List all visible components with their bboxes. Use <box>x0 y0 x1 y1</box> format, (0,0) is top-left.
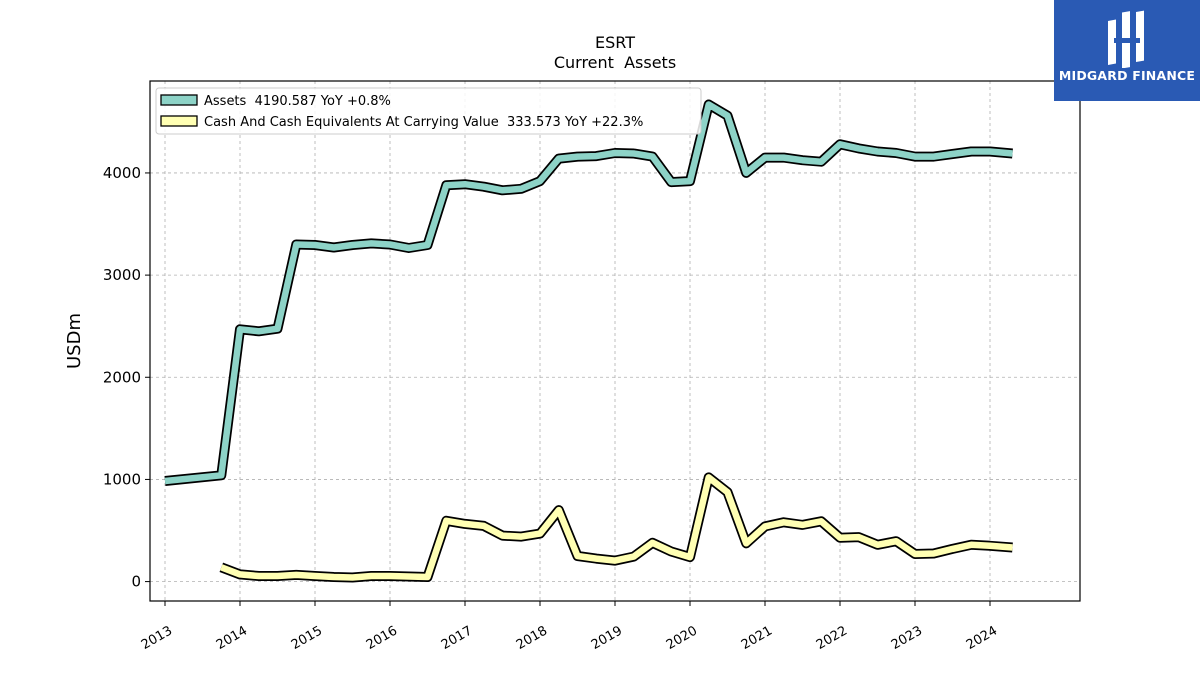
legend-swatch-assets <box>160 94 198 106</box>
legend-box <box>155 87 702 135</box>
y-tick-label: 2000 <box>103 368 141 386</box>
midgard-finance-logo: MIDGARD FINANCE <box>1054 0 1200 101</box>
legend-label-cash: Cash And Cash Equivalents At Carrying Va… <box>204 115 643 130</box>
chart-title: ESRT <box>595 33 635 52</box>
x-tick-label: 2021 <box>739 623 775 653</box>
x-tick-label: 2013 <box>139 623 175 653</box>
y-tick-label: 1000 <box>103 470 141 488</box>
x-tick-label: 2023 <box>889 623 925 653</box>
x-tick-label: 2019 <box>589 623 625 653</box>
legend-label-assets: Assets 4190.587 YoY +0.8% <box>204 94 391 109</box>
x-tick-label: 2014 <box>214 623 250 653</box>
x-tick-label: 2022 <box>814 623 850 653</box>
legend-swatch-cash <box>160 115 198 127</box>
legend: Assets 4190.587 YoY +0.8% Cash And Cash … <box>155 87 702 135</box>
grid-lines <box>150 81 1080 601</box>
x-tick-label: 2020 <box>664 623 700 653</box>
x-tick-label: 2016 <box>364 623 400 653</box>
x-axis-ticks: 2013 2014 2015 2016 2017 2018 2019 2020 2021 2022… <box>139 601 1000 653</box>
y-tick-label: 0 <box>131 573 141 591</box>
series-line-cash <box>220 474 1013 581</box>
x-tick-label: 2024 <box>964 623 1000 653</box>
logo-text: MIDGARD FINANCE <box>1058 68 1196 83</box>
y-tick-label: 4000 <box>103 164 141 182</box>
series-outline-assets <box>164 99 1013 486</box>
series-line-assets <box>164 101 1013 485</box>
chart-subtitle: Current Assets <box>554 53 676 72</box>
series-lines <box>164 99 1013 583</box>
x-tick-label: 2018 <box>514 623 550 653</box>
y-tick-label: 3000 <box>103 266 141 284</box>
x-tick-label: 2017 <box>439 623 475 653</box>
y-axis-ticks: 0 1000 2000 3000 4000 <box>103 164 150 591</box>
logo-mark-icon <box>1108 10 1144 68</box>
x-tick-label: 2015 <box>289 623 325 653</box>
y-axis-label: USDm <box>64 313 85 369</box>
